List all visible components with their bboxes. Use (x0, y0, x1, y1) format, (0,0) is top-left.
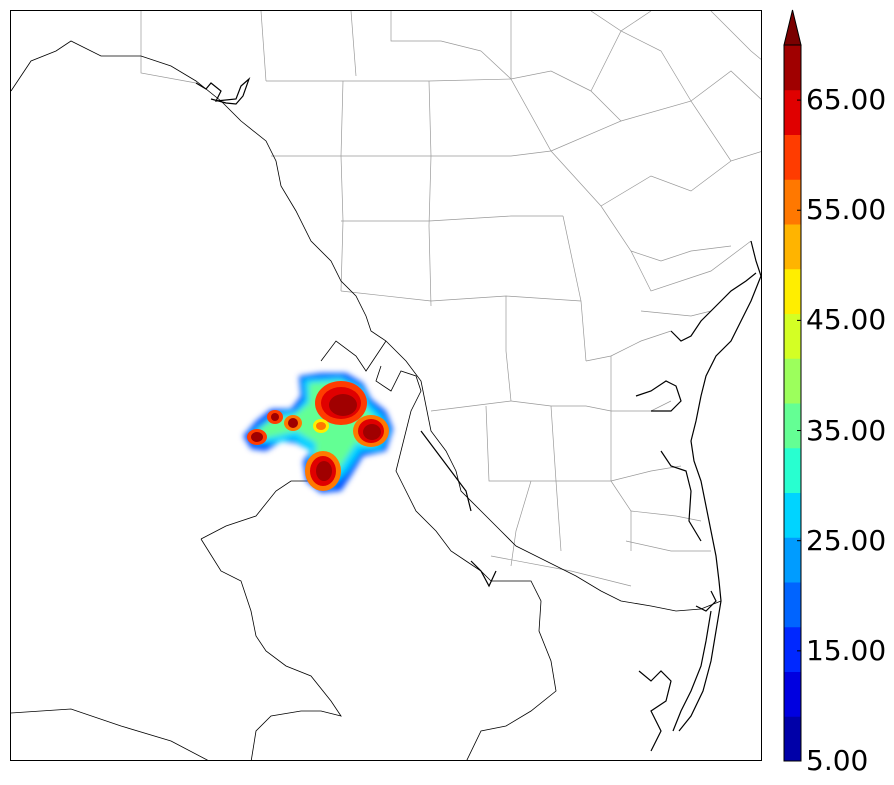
precip-cores (247, 381, 389, 491)
colorbar-segment (784, 716, 801, 762)
colorbar-tick-label: 45.00 (806, 303, 887, 337)
colorbar-segment (784, 45, 801, 91)
colorbar-svg (783, 9, 802, 762)
colorbar-segment (784, 313, 801, 359)
colorbar-segment (784, 134, 801, 180)
colorbar-tick-label: 55.00 (806, 193, 887, 227)
map-panel (10, 10, 762, 761)
colorbar-segment (784, 224, 801, 270)
colorbar-tick-label: 65.00 (806, 83, 887, 117)
colorbar-segment (784, 582, 801, 628)
coastline (195, 77, 761, 752)
colorbar-tick-label: 5.00 (806, 744, 869, 777)
colorbar-outline (783, 44, 802, 762)
border-lines (11, 40, 722, 760)
colorbar-tick-label: 15.00 (806, 633, 887, 667)
map-svg (11, 11, 761, 760)
colorbar-segment (784, 403, 801, 449)
colorbar-tick-label: 25.00 (806, 523, 887, 557)
county-lines (140, 11, 761, 587)
colorbar-segment (784, 626, 801, 672)
colorbar-segment (784, 447, 801, 493)
colorbar-tick-label: 35.00 (806, 413, 887, 447)
colorbar-segment (784, 268, 801, 314)
colorbar-segment (784, 537, 801, 583)
colorbar-segment (784, 358, 801, 404)
colorbar-extend-arrow (783, 9, 802, 46)
colorbar-segment (784, 492, 801, 538)
colorbar-segment (784, 671, 801, 717)
precip-field (243, 373, 393, 493)
colorbar-segment (784, 179, 801, 225)
colorbar (783, 9, 802, 762)
colorbar-segment (784, 89, 801, 135)
